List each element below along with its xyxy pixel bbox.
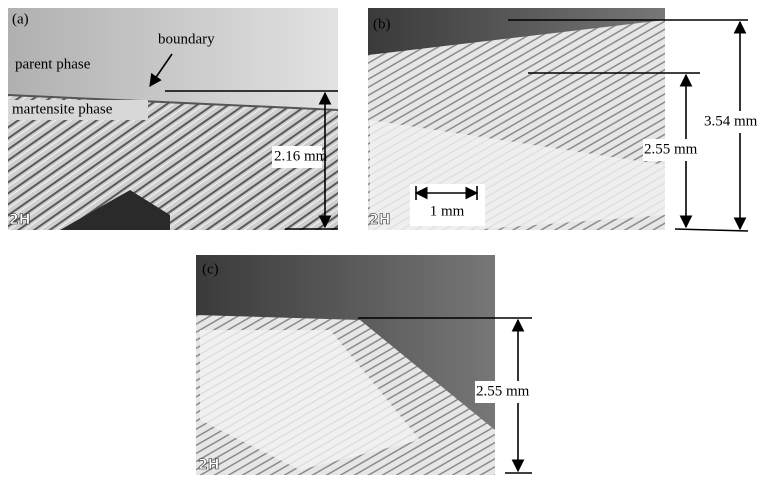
length-label: 2.55 mm: [644, 141, 698, 157]
panel-label: (a): [12, 11, 29, 27]
stamp: 2H: [9, 212, 30, 228]
length-label: 3.54 mm: [704, 113, 758, 129]
stamp: 2H: [369, 212, 390, 228]
panel-c: (c) 2.55 mm 2H: [196, 255, 545, 475]
panel-a: (a) parent phase boundary martensite pha…: [8, 8, 338, 230]
panel-b: (b) 3.54 mm 2.55 mm 1 mm 2H: [368, 8, 771, 231]
panel-label: (b): [373, 16, 391, 32]
scale-label: 1 mm: [430, 203, 465, 219]
boundary-label: boundary: [158, 31, 215, 47]
length-label: 2.16 mm: [274, 148, 328, 164]
panel-label: (c): [202, 261, 219, 277]
stamp: 2H: [198, 457, 219, 473]
length-label: 2.55 mm: [476, 383, 530, 399]
phase-label: martensite phase: [12, 101, 113, 117]
phase-label: parent phase: [15, 56, 91, 72]
figure: (a) parent phase boundary martensite pha…: [0, 0, 772, 485]
dimension-line: [675, 229, 748, 231]
